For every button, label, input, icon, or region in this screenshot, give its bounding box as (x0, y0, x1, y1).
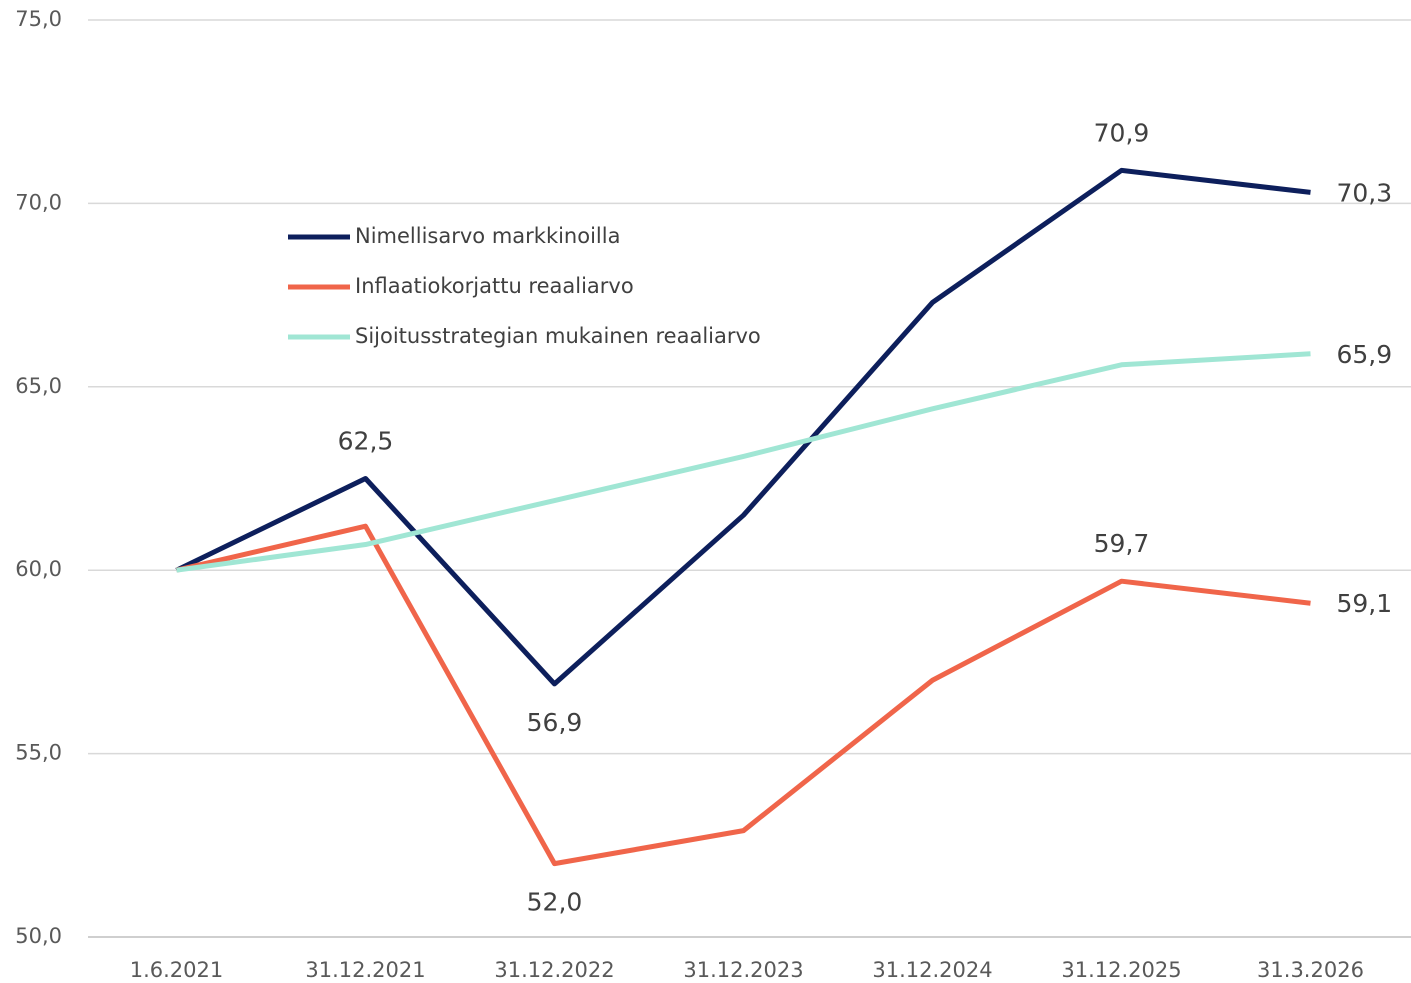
x-tick-label: 31.12.2021 (305, 958, 425, 982)
y-tick-label: 70,0 (15, 190, 62, 214)
y-tick-label: 75,0 (15, 7, 62, 31)
series-line (175, 167, 1311, 687)
x-tick-label: 31.12.2023 (683, 958, 803, 982)
data-label: 70,9 (1094, 118, 1150, 147)
y-tick-label: 65,0 (15, 374, 62, 398)
data-label: 65,9 (1337, 340, 1393, 369)
x-tick-label: 31.12.2022 (494, 958, 614, 982)
x-tick-label: 1.6.2021 (130, 958, 224, 982)
y-tick-label: 55,0 (15, 741, 62, 765)
data-label: 56,9 (527, 708, 583, 737)
legend-label: Inflaatiokorjattu reaaliarvo (355, 274, 634, 298)
data-label: 59,7 (1094, 529, 1150, 558)
data-label: 52,0 (527, 888, 583, 917)
series-line (176, 351, 1311, 573)
x-tick-label: 31.12.2025 (1061, 958, 1181, 982)
data-label: 62,5 (338, 427, 394, 456)
data-label: 70,3 (1337, 178, 1393, 207)
x-tick-label: 31.12.2024 (872, 958, 992, 982)
y-tick-label: 60,0 (15, 557, 62, 581)
series-line (175, 523, 1311, 867)
y-tick-label: 50,0 (15, 924, 62, 948)
x-tick-label: 31.3.2026 (1257, 958, 1364, 982)
legend-label: Nimellisarvo markkinoilla (355, 224, 620, 248)
legend-label: Sijoitusstrategian mukainen reaaliarvo (355, 324, 761, 348)
data-label: 59,1 (1337, 589, 1393, 618)
